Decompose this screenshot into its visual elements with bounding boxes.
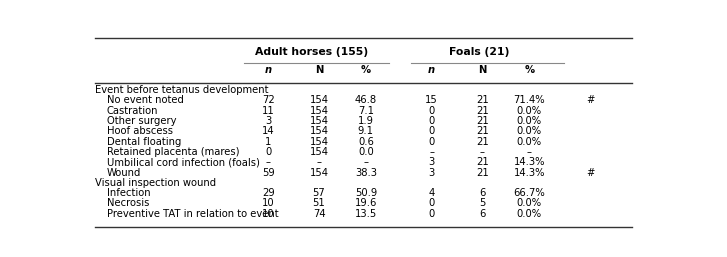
Text: 14.3%: 14.3% xyxy=(513,168,545,178)
Text: 154: 154 xyxy=(310,96,329,105)
Text: Hoof abscess: Hoof abscess xyxy=(107,126,172,136)
Text: 3: 3 xyxy=(429,168,435,178)
Text: –: – xyxy=(364,157,369,167)
Text: n: n xyxy=(428,66,435,75)
Text: –: – xyxy=(316,157,321,167)
Text: 154: 154 xyxy=(310,147,329,157)
Text: 0: 0 xyxy=(429,198,435,208)
Text: Adult horses (155): Adult horses (155) xyxy=(255,47,369,57)
Text: 50.9: 50.9 xyxy=(355,188,377,198)
Text: 0.6: 0.6 xyxy=(358,137,374,147)
Text: –: – xyxy=(266,157,271,167)
Text: 5: 5 xyxy=(479,198,486,208)
Text: Wound: Wound xyxy=(107,168,141,178)
Text: 21: 21 xyxy=(476,106,489,116)
Text: Dental floating: Dental floating xyxy=(107,137,181,147)
Text: 3: 3 xyxy=(429,157,435,167)
Text: 1: 1 xyxy=(265,137,272,147)
Text: 19.6: 19.6 xyxy=(355,198,377,208)
Text: 74: 74 xyxy=(313,209,326,219)
Text: 72: 72 xyxy=(262,96,275,105)
Text: No event noted: No event noted xyxy=(107,96,183,105)
Text: Infection: Infection xyxy=(107,188,150,198)
Text: Visual inspection wound: Visual inspection wound xyxy=(95,178,217,188)
Text: 0: 0 xyxy=(429,126,435,136)
Text: –: – xyxy=(480,147,485,157)
Text: 154: 154 xyxy=(310,168,329,178)
Text: 21: 21 xyxy=(476,137,489,147)
Text: 0: 0 xyxy=(265,147,271,157)
Text: 0: 0 xyxy=(429,209,435,219)
Text: 46.8: 46.8 xyxy=(355,96,377,105)
Text: 0.0: 0.0 xyxy=(358,147,374,157)
Text: 154: 154 xyxy=(310,126,329,136)
Text: 4: 4 xyxy=(429,188,435,198)
Text: 3: 3 xyxy=(265,116,271,126)
Text: Umbilical cord infection (foals): Umbilical cord infection (foals) xyxy=(107,157,260,167)
Text: 0: 0 xyxy=(429,137,435,147)
Text: 0.0%: 0.0% xyxy=(517,126,542,136)
Text: 11: 11 xyxy=(262,106,275,116)
Text: –: – xyxy=(527,147,531,157)
Text: 154: 154 xyxy=(310,116,329,126)
Text: 21: 21 xyxy=(476,116,489,126)
Text: Necrosis: Necrosis xyxy=(107,198,149,208)
Text: 0.0%: 0.0% xyxy=(517,209,542,219)
Text: Other surgery: Other surgery xyxy=(107,116,176,126)
Text: 66.7%: 66.7% xyxy=(513,188,545,198)
Text: 10: 10 xyxy=(262,198,275,208)
Text: #: # xyxy=(587,168,595,178)
Text: Castration: Castration xyxy=(107,106,158,116)
Text: 21: 21 xyxy=(476,96,489,105)
Text: N: N xyxy=(315,66,324,75)
Text: 0.0%: 0.0% xyxy=(517,137,542,147)
Text: 21: 21 xyxy=(476,157,489,167)
Text: 14.3%: 14.3% xyxy=(513,157,545,167)
Text: 0.0%: 0.0% xyxy=(517,106,542,116)
Text: 14: 14 xyxy=(262,126,275,136)
Text: 38.3: 38.3 xyxy=(355,168,377,178)
Text: 0.0%: 0.0% xyxy=(517,116,542,126)
Text: N: N xyxy=(478,66,486,75)
Text: Event before tetanus development: Event before tetanus development xyxy=(95,85,269,95)
Text: 6: 6 xyxy=(479,209,486,219)
Text: Foals (21): Foals (21) xyxy=(449,47,510,57)
Text: 6: 6 xyxy=(479,188,486,198)
Text: 9.1: 9.1 xyxy=(358,126,374,136)
Text: 71.4%: 71.4% xyxy=(513,96,545,105)
Text: 13.5: 13.5 xyxy=(355,209,377,219)
Text: 15: 15 xyxy=(425,96,438,105)
Text: 10: 10 xyxy=(262,209,275,219)
Text: 154: 154 xyxy=(310,137,329,147)
Text: 21: 21 xyxy=(476,168,489,178)
Text: 21: 21 xyxy=(476,126,489,136)
Text: 51: 51 xyxy=(313,198,326,208)
Text: 59: 59 xyxy=(262,168,275,178)
Text: 0: 0 xyxy=(429,116,435,126)
Text: –: – xyxy=(429,147,434,157)
Text: n: n xyxy=(265,66,272,75)
Text: Preventive TAT in relation to event: Preventive TAT in relation to event xyxy=(107,209,278,219)
Text: %: % xyxy=(524,66,534,75)
Text: 29: 29 xyxy=(262,188,275,198)
Text: 154: 154 xyxy=(310,106,329,116)
Text: #: # xyxy=(587,96,595,105)
Text: 1.9: 1.9 xyxy=(358,116,374,126)
Text: %: % xyxy=(361,66,371,75)
Text: 0: 0 xyxy=(429,106,435,116)
Text: 0.0%: 0.0% xyxy=(517,198,542,208)
Text: 7.1: 7.1 xyxy=(358,106,374,116)
Text: Retained placenta (mares): Retained placenta (mares) xyxy=(107,147,239,157)
Text: 57: 57 xyxy=(313,188,326,198)
